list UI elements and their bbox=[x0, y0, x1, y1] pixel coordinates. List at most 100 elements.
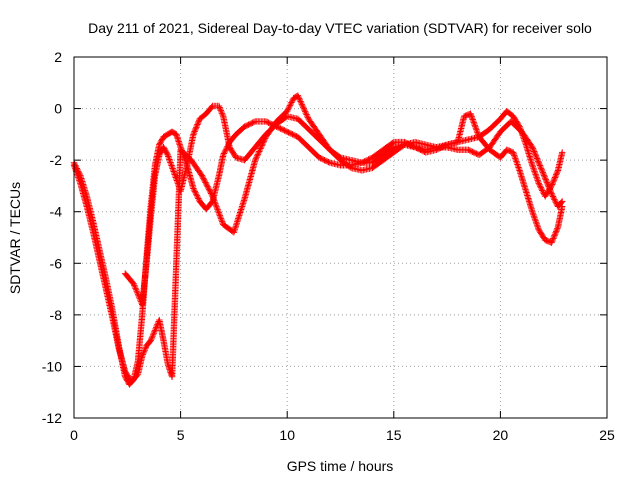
data-point bbox=[288, 97, 296, 105]
data-point bbox=[193, 124, 200, 131]
data-point bbox=[295, 93, 302, 101]
data-point bbox=[142, 345, 149, 352]
data-point bbox=[545, 183, 552, 190]
data-point bbox=[538, 185, 545, 193]
data-point bbox=[73, 171, 81, 178]
data-point bbox=[201, 177, 208, 185]
data-point bbox=[528, 142, 535, 150]
data-point bbox=[315, 154, 323, 161]
data-point bbox=[389, 144, 396, 152]
data-point bbox=[470, 149, 477, 156]
data-point bbox=[548, 190, 555, 197]
data-point bbox=[317, 155, 324, 162]
x-tick-label: 5 bbox=[177, 427, 185, 443]
data-point bbox=[206, 187, 213, 194]
data-point bbox=[207, 190, 215, 197]
data-point bbox=[244, 122, 251, 129]
data-point bbox=[531, 216, 539, 223]
data-point bbox=[286, 103, 293, 111]
data-point bbox=[554, 168, 561, 176]
data-point bbox=[469, 148, 476, 155]
data-point bbox=[150, 330, 157, 337]
data-point bbox=[535, 178, 542, 186]
data-point bbox=[544, 180, 551, 188]
data-point bbox=[470, 117, 477, 125]
data-point bbox=[172, 174, 180, 181]
data-point bbox=[220, 151, 227, 159]
y-tick-label: -6 bbox=[50, 255, 63, 271]
data-point bbox=[256, 148, 263, 155]
data-point bbox=[194, 119, 202, 127]
data-point bbox=[530, 211, 537, 218]
data-point bbox=[169, 166, 177, 174]
data-point bbox=[73, 169, 80, 177]
data-point bbox=[140, 349, 147, 357]
data-point bbox=[514, 161, 521, 168]
y-axis-label: SDTVAR / TECUs bbox=[7, 182, 23, 294]
data-point bbox=[192, 125, 199, 132]
data-point bbox=[531, 214, 538, 221]
data-point bbox=[190, 186, 198, 194]
data-point bbox=[148, 335, 155, 343]
data-point bbox=[550, 233, 558, 241]
data-point bbox=[550, 194, 557, 202]
data-point bbox=[536, 183, 544, 190]
data-point bbox=[303, 112, 311, 120]
data-point bbox=[284, 128, 291, 135]
data-point bbox=[212, 202, 220, 209]
data-point bbox=[277, 125, 284, 132]
data-point bbox=[529, 163, 537, 171]
data-point bbox=[549, 179, 556, 187]
data-point bbox=[218, 218, 226, 225]
data-point bbox=[299, 104, 307, 111]
data-point bbox=[266, 120, 274, 127]
data-point bbox=[322, 157, 330, 164]
data-series bbox=[70, 92, 566, 386]
data-point bbox=[301, 108, 309, 115]
data-point bbox=[148, 334, 156, 341]
data-point bbox=[551, 174, 559, 181]
data-point bbox=[551, 232, 558, 239]
data-point bbox=[297, 99, 305, 107]
data-point bbox=[298, 101, 306, 108]
data-point bbox=[473, 127, 481, 135]
data-point bbox=[553, 226, 561, 234]
data-point bbox=[297, 98, 304, 105]
data-point bbox=[467, 147, 475, 155]
data-point bbox=[193, 192, 201, 199]
data-point bbox=[321, 156, 328, 164]
data-point bbox=[472, 123, 479, 130]
data-point bbox=[221, 148, 228, 156]
data-point bbox=[551, 196, 558, 203]
data-point bbox=[318, 155, 326, 163]
data-point bbox=[538, 166, 545, 173]
data-point bbox=[241, 123, 248, 130]
data-point bbox=[535, 159, 542, 166]
data-point bbox=[254, 151, 262, 158]
data-point bbox=[191, 126, 199, 134]
data-point bbox=[211, 197, 218, 204]
data-point bbox=[255, 149, 262, 157]
data-point bbox=[296, 96, 304, 104]
data-point bbox=[252, 155, 260, 162]
data-point bbox=[203, 182, 211, 189]
data-point bbox=[134, 291, 142, 298]
data-point bbox=[299, 102, 306, 110]
data-point bbox=[287, 100, 294, 108]
data-point bbox=[551, 197, 559, 205]
data-point bbox=[551, 175, 558, 183]
data-point bbox=[549, 236, 556, 244]
data-point bbox=[149, 333, 156, 340]
data-point bbox=[131, 283, 139, 291]
data-point bbox=[195, 195, 202, 202]
data-series bbox=[121, 102, 566, 308]
data-point bbox=[217, 107, 225, 114]
x-tick-label: 25 bbox=[599, 427, 615, 443]
data-point bbox=[242, 122, 250, 130]
data-point bbox=[191, 128, 198, 135]
data-point bbox=[551, 231, 559, 238]
data-point bbox=[465, 146, 472, 154]
data-point bbox=[539, 169, 547, 176]
data-point bbox=[173, 177, 181, 184]
data-point bbox=[289, 131, 296, 138]
